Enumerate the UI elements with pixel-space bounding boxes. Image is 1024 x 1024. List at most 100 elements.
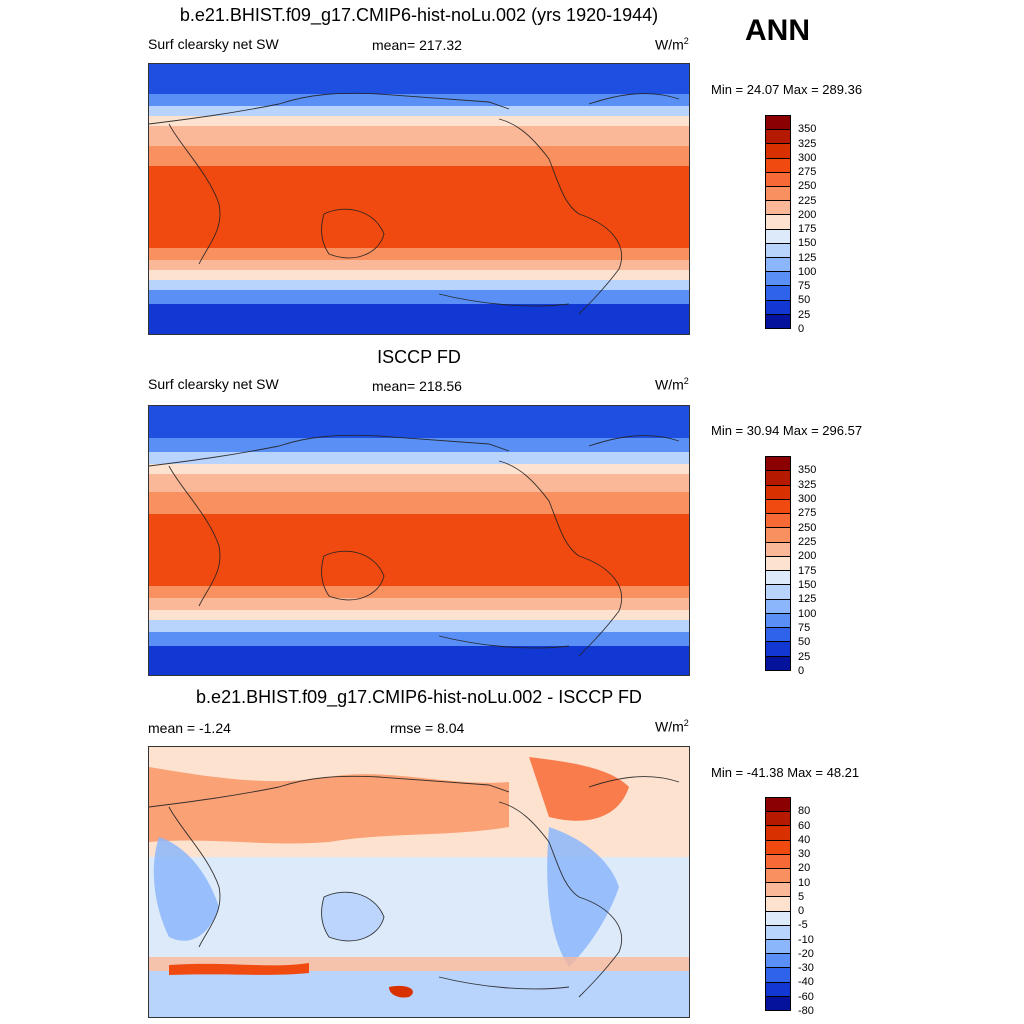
panel-2-colorbar-swatch	[766, 599, 790, 614]
panel-2-tick: 75	[798, 622, 811, 634]
panel-1-colorbar-swatch	[766, 286, 790, 301]
season-label: ANN	[745, 14, 810, 47]
panel-3-tick: -30	[798, 962, 814, 975]
panel-1-colorbar-swatch	[766, 300, 790, 315]
panel-3-colorbar-swatch	[766, 883, 790, 898]
panel-1-tick: 125	[798, 251, 817, 264]
panel-2-colorbar-swatch	[766, 542, 790, 557]
panel-1-mean-label: mean= 217.32	[372, 37, 462, 53]
panel-1-colorbar-swatch	[766, 215, 790, 230]
panel-1-colorbar-swatch	[766, 258, 790, 273]
panel-3-tick: 80	[798, 805, 811, 818]
panel-2-minmax: Min = 30.94 Max = 296.57	[711, 423, 863, 438]
panel-2-tick: 275	[798, 507, 817, 520]
panel-2-units: W/m2	[655, 376, 689, 393]
panel-2-tick: 100	[798, 607, 817, 620]
panel-3-colorbar-swatch	[766, 798, 790, 813]
panel-1-colorbar-swatch	[766, 187, 790, 202]
panel-3-tick: 5	[798, 890, 805, 903]
panel-2-colorbar-swatch	[766, 628, 790, 643]
panel-2-colorbar-swatch	[766, 528, 790, 543]
panel-1-units: W/m2	[655, 36, 689, 53]
panel-3-tick: 60	[798, 819, 811, 832]
panel-1-tick: 25	[798, 308, 811, 321]
panel-3-tick: 10	[798, 876, 811, 889]
panel-2-colorbar-swatch	[766, 556, 790, 572]
panel-1-tick: 225	[798, 194, 817, 207]
panel-3-colorbar-swatch	[766, 869, 790, 884]
panel-3-tick: -20	[798, 947, 814, 960]
panel-1-colorbar-swatch	[766, 272, 790, 287]
panel-2-variable-label: Surf clearsky net SW	[148, 376, 279, 392]
panel-1-colorbar-swatch	[766, 116, 790, 131]
panel-1-colorbar-swatch	[766, 172, 790, 188]
panel-2-colorbar-swatch	[766, 471, 790, 486]
panel-1-colorbar-swatch	[766, 243, 790, 259]
panel-2-colorbar-swatch	[766, 499, 790, 515]
panel-2-tick: 250	[798, 521, 817, 534]
panel-2-tick: 325	[798, 478, 817, 491]
panel-1-minmax: Min = 24.07 Max = 289.36	[711, 82, 863, 97]
panel-2-tick: 300	[798, 493, 817, 505]
panel-1-map	[148, 63, 690, 335]
panel-3-colorbar	[765, 797, 791, 1011]
panel-2-colorbar-swatch	[766, 457, 790, 472]
panel-3-mean-label: mean = -1.24	[148, 720, 231, 736]
panel-1-tick: 325	[798, 137, 817, 150]
panel-3-tick: -40	[798, 976, 814, 989]
panel-1-tick: 50	[798, 294, 811, 307]
panel-3-colorbar-swatch	[766, 911, 790, 926]
panel-1-tick: 150	[798, 237, 817, 250]
panel-2-colorbar-swatch	[766, 642, 790, 657]
panel-2-title: ISCCP FD	[377, 347, 461, 367]
panel-3-map	[148, 746, 690, 1018]
panel-2-tick: 200	[798, 550, 817, 563]
panel-2-tick: 225	[798, 536, 817, 548]
panel-3-tick: 0	[798, 905, 805, 918]
panel-2-tick: 25	[798, 650, 811, 663]
panel-3-tick: -5	[798, 919, 808, 932]
panel-3-rmse-label: rmse = 8.04	[390, 720, 465, 736]
panel-2-colorbar-swatch	[766, 656, 790, 670]
panel-2-tick: 0	[798, 665, 805, 677]
panel-2-map	[148, 405, 690, 676]
panel-2-mean-label: mean= 218.56	[372, 378, 462, 394]
panel-3-tick: 40	[798, 833, 811, 846]
panel-1-colorbar-swatch	[766, 229, 790, 244]
panel-3-colorbar-swatch	[766, 968, 790, 983]
panel-2-colorbar-swatch	[766, 613, 790, 629]
panel-1-colorbar-swatch	[766, 158, 790, 173]
panel-2-colorbar-swatch	[766, 485, 790, 500]
panel-1-tick: 75	[798, 280, 811, 293]
panel-3-tick: 20	[798, 862, 811, 875]
panel-3-title: b.e21.BHIST.f09_g17.CMIP6-hist-noLu.002 …	[196, 687, 642, 707]
panel-3-units: W/m2	[655, 718, 689, 735]
panel-3-colorbar-swatch	[766, 812, 790, 827]
panel-3-colorbar-swatch	[766, 854, 790, 870]
panel-3-colorbar-swatch	[766, 925, 790, 941]
panel-3-tick: -60	[798, 990, 814, 1003]
panel-1-tick: 100	[798, 265, 817, 278]
panel-1-colorbar-swatch	[766, 201, 790, 216]
panel-2-colorbar-swatch	[766, 514, 790, 529]
panel-2-tick: 175	[798, 564, 817, 577]
panel-1-tick: 350	[798, 123, 817, 136]
panel-2-colorbar-swatch	[766, 571, 790, 586]
panel-2-tick: 350	[798, 464, 817, 477]
panel-2-colorbar-swatch	[766, 585, 790, 600]
panel-3-colorbar-swatch	[766, 826, 790, 841]
panel-1-colorbar-swatch	[766, 314, 790, 329]
panel-1-variable-label: Surf clearsky net SW	[148, 36, 279, 52]
panel-3-minmax: Min = -41.38 Max = 48.21	[711, 765, 860, 780]
panel-1-tick: 200	[798, 208, 817, 221]
panel-3-colorbar-swatch	[766, 897, 790, 912]
panel-1-title: b.e21.BHIST.f09_g17.CMIP6-hist-noLu.002 …	[179, 5, 659, 25]
panel-2-colorbar	[765, 456, 791, 671]
panel-1-colorbar-swatch	[766, 144, 790, 159]
panel-3-colorbar-swatch	[766, 954, 790, 969]
panel-3-colorbar-swatch	[766, 982, 790, 997]
panel-3-colorbar-swatch	[766, 840, 790, 855]
panel-3-tick: 30	[798, 848, 811, 861]
panel-1-tick: 250	[798, 180, 817, 193]
panel-3-colorbar-swatch	[766, 940, 790, 955]
